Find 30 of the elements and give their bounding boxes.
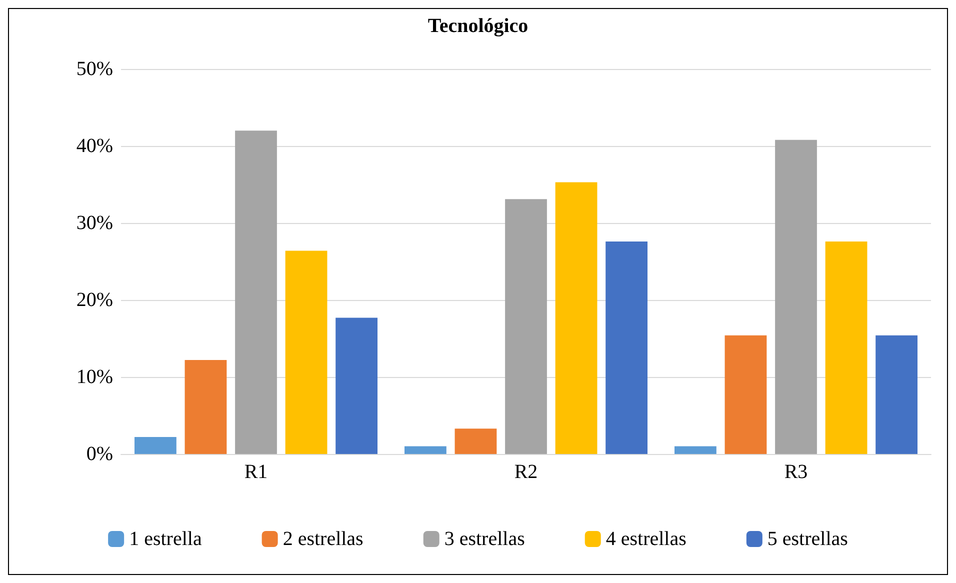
- x-tick-label: R3: [784, 461, 808, 483]
- legend-label: 4 estrellas: [606, 528, 687, 550]
- bar: [134, 437, 176, 454]
- legend-label: 2 estrellas: [282, 528, 364, 550]
- bar: [674, 446, 716, 454]
- bar: [336, 318, 378, 454]
- y-tick-label: 30%: [76, 212, 113, 234]
- bar: [876, 335, 918, 454]
- bar: [235, 130, 277, 454]
- y-tick-label: 20%: [76, 289, 113, 311]
- y-tick-label: 50%: [76, 58, 113, 80]
- y-tick-label: 10%: [76, 366, 113, 388]
- y-tick-label: 40%: [76, 135, 113, 157]
- y-tick-label: 0%: [86, 443, 113, 465]
- bar: [555, 182, 598, 454]
- bar: [505, 199, 547, 454]
- bar: [825, 241, 868, 454]
- bar: [724, 335, 767, 454]
- bar: [775, 140, 817, 454]
- bar: [606, 241, 648, 454]
- legend-label: 1 estrella: [129, 528, 202, 550]
- legend-label: 3 estrellas: [444, 528, 526, 550]
- legend-label: 5 estrellas: [767, 528, 848, 550]
- x-tick-label: R1: [244, 461, 268, 483]
- bar: [285, 250, 328, 454]
- bar: [184, 360, 227, 454]
- bar: [404, 446, 446, 454]
- bar: [454, 428, 497, 454]
- chart-title: Tecnológico: [428, 15, 528, 37]
- x-tick-label: R2: [514, 461, 538, 483]
